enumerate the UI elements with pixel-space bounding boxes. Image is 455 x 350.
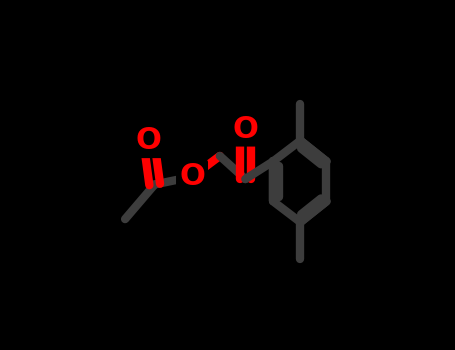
Text: O: O bbox=[233, 114, 258, 144]
Text: O: O bbox=[179, 162, 205, 191]
Text: O: O bbox=[136, 126, 162, 155]
